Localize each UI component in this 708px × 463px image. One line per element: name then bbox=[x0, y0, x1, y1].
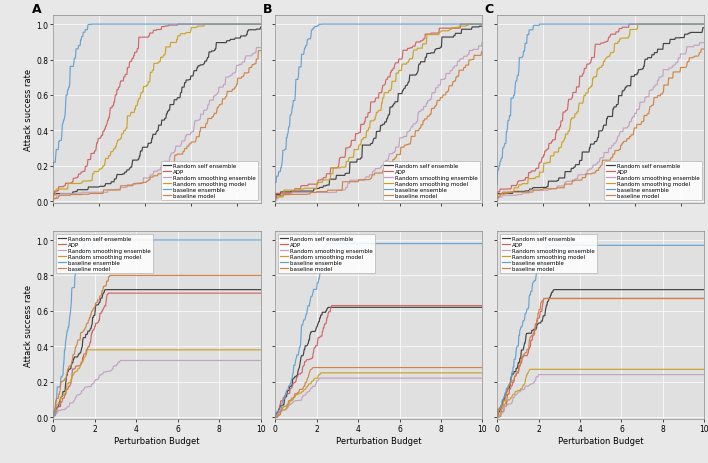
Y-axis label: Attack success rate: Attack success rate bbox=[24, 284, 33, 366]
Legend: Random self ensemble, ADP, Random smoothing ensemble, Random smoothing model, ba: Random self ensemble, ADP, Random smooth… bbox=[605, 162, 702, 201]
Text: A: A bbox=[33, 3, 42, 16]
Legend: Random self ensemble, ADP, Random smoothing ensemble, Random smoothing model, ba: Random self ensemble, ADP, Random smooth… bbox=[500, 234, 597, 273]
X-axis label: Perturbation Budget: Perturbation Budget bbox=[558, 436, 644, 444]
Legend: Random self ensemble, ADP, Random smoothing ensemble, Random smoothing model, ba: Random self ensemble, ADP, Random smooth… bbox=[382, 162, 480, 201]
Text: B: B bbox=[263, 3, 272, 16]
Text: C: C bbox=[484, 3, 493, 16]
X-axis label: Perturbation Budget: Perturbation Budget bbox=[114, 436, 200, 444]
X-axis label: Perturbation Budget: Perturbation Budget bbox=[336, 436, 421, 444]
Legend: Random self ensemble, ADP, Random smoothing ensemble, Random smoothing model, ba: Random self ensemble, ADP, Random smooth… bbox=[56, 234, 153, 273]
Legend: Random self ensemble, ADP, Random smoothing ensemble, Random smoothing model, ba: Random self ensemble, ADP, Random smooth… bbox=[161, 162, 258, 201]
Legend: Random self ensemble, ADP, Random smoothing ensemble, Random smoothing model, ba: Random self ensemble, ADP, Random smooth… bbox=[278, 234, 375, 273]
Y-axis label: Attack success rate: Attack success rate bbox=[24, 69, 33, 151]
